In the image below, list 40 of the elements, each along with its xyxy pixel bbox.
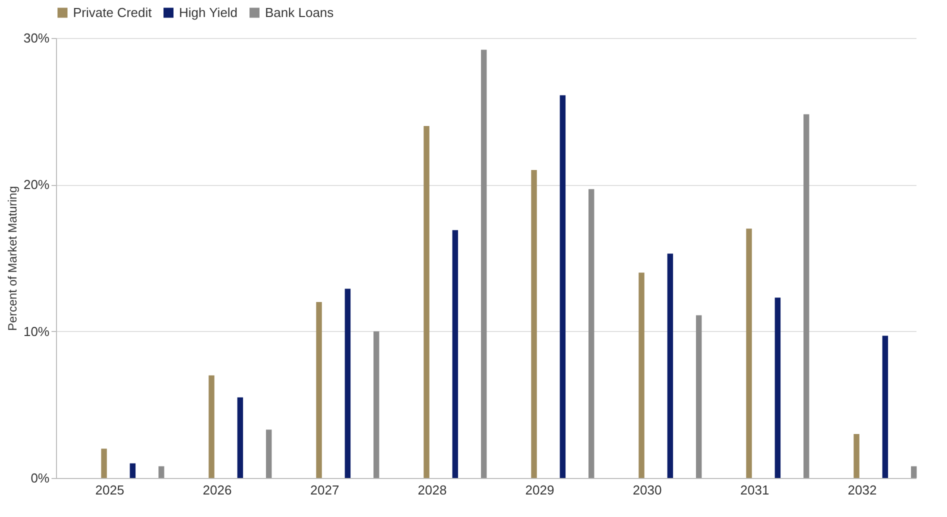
bar xyxy=(480,50,487,478)
bar xyxy=(667,254,674,478)
bar xyxy=(130,463,136,478)
legend-label: Private Credit xyxy=(73,4,152,20)
x-tick-label: 2026 xyxy=(202,482,232,498)
bar xyxy=(854,434,860,478)
bar xyxy=(696,315,702,478)
bar xyxy=(316,302,322,478)
x-tick-label: 2032 xyxy=(848,482,877,498)
bar xyxy=(101,448,107,478)
bar xyxy=(208,375,214,478)
bar xyxy=(266,430,272,478)
bar xyxy=(531,170,537,478)
bar xyxy=(373,331,380,478)
x-tick-label: 2031 xyxy=(740,482,770,498)
bar xyxy=(638,272,644,478)
bar xyxy=(803,114,810,478)
bar xyxy=(452,230,458,478)
bar xyxy=(882,336,888,478)
y-tick-label: 10% xyxy=(23,324,50,339)
legend-label: High Yield xyxy=(179,4,238,20)
x-tick-label: 2027 xyxy=(310,482,340,498)
bar xyxy=(424,126,430,478)
bar xyxy=(746,228,752,478)
bar xyxy=(237,397,244,478)
legend-label: Bank Loans xyxy=(265,4,334,20)
y-axis-title: Percent of Market Maturing xyxy=(5,186,20,331)
bar xyxy=(910,466,917,478)
x-tick-label: 2029 xyxy=(525,482,554,498)
bar xyxy=(774,298,781,478)
x-tick-label: 2028 xyxy=(418,482,447,498)
bar xyxy=(560,95,566,478)
bar xyxy=(344,288,351,478)
x-tick-label: 2025 xyxy=(95,482,124,498)
x-tick-label: 2030 xyxy=(632,482,662,498)
bar xyxy=(158,466,164,478)
y-tick-label: 0% xyxy=(30,470,50,486)
y-tick-label: 20% xyxy=(23,177,50,192)
y-tick-label: 30% xyxy=(23,30,50,46)
bar xyxy=(588,189,594,478)
